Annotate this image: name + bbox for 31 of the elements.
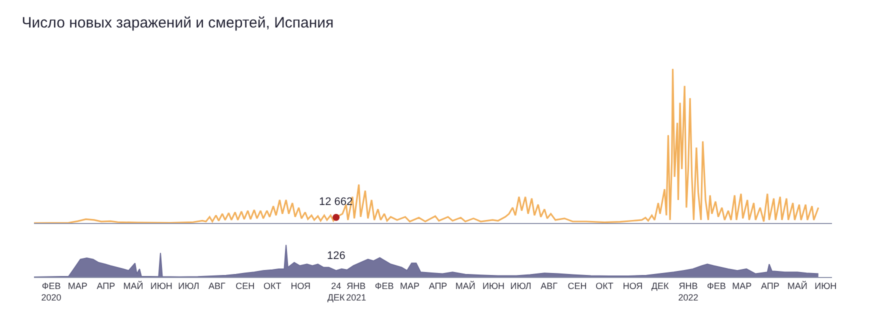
x-tick-label: МАЙ (787, 280, 808, 291)
x-tick-label: МАР (400, 280, 420, 291)
x-tick-label: ИЮН (482, 280, 505, 291)
x-tick-label: АПР (428, 280, 448, 291)
x-tick-label: СЕН (236, 280, 255, 291)
x-tick-label: НОЯ (290, 280, 311, 291)
x-tick-label: АВГ (540, 280, 558, 291)
x-tick-label: ОКТ (264, 280, 282, 291)
x-tick-label: ФЕВ 2020 (41, 280, 62, 303)
chart-title: Число новых заражений и смертей, Испания (22, 14, 334, 32)
x-tick-label: МАЙ (455, 280, 476, 291)
x-tick-label: МАР (68, 280, 88, 291)
x-tick-label: ФЕВ (374, 280, 394, 291)
x-tick-label: МАЙ (123, 280, 144, 291)
x-tick-label: ИЮН (814, 280, 837, 291)
annotation: 126 (327, 250, 346, 262)
x-tick-label: ДЕК (651, 280, 670, 291)
x-tick-label: АПР (96, 280, 116, 291)
x-tick-label: НОЯ (622, 280, 643, 291)
x-tick-label: ЯНВ 2022 (678, 280, 698, 303)
x-tick-label: АВГ (208, 280, 226, 291)
x-tick-label: МАР (732, 280, 752, 291)
x-tick-label: АПР (760, 280, 780, 291)
x-tick-label: ИЮН (150, 280, 172, 291)
x-tick-label: ИЮЛ (178, 280, 200, 291)
x-tick-label: 24 ДЕК (327, 280, 346, 303)
x-tick-label: ЯНВ 2021 (346, 280, 366, 303)
x-tick-label: ФЕВ (707, 280, 726, 291)
x-tick-label: СЕН (568, 280, 587, 291)
x-tick-label: ИЮЛ (510, 280, 532, 291)
x-tick-label: ОКТ (596, 280, 614, 291)
